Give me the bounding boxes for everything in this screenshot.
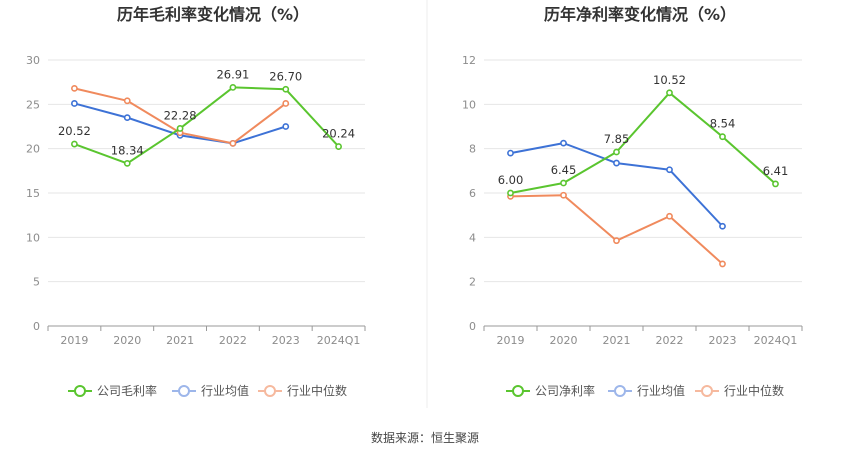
- data-point[interactable]: [666, 166, 673, 174]
- y-tick-label: 5: [33, 276, 40, 289]
- data-point[interactable]: [282, 123, 290, 130]
- data-point[interactable]: [507, 189, 514, 197]
- series-line: [74, 86, 340, 165]
- legend-label[interactable]: 行业均值: [201, 383, 249, 398]
- legend-label[interactable]: 公司毛利率: [97, 383, 157, 398]
- data-point[interactable]: [772, 180, 779, 188]
- data-point[interactable]: [176, 125, 184, 132]
- series-line: [510, 91, 777, 194]
- x-tick-label: 2023: [272, 334, 300, 347]
- legend-swatch-marker[interactable]: [614, 385, 626, 397]
- x-tick-label: 2020: [113, 334, 141, 347]
- data-point[interactable]: [719, 222, 726, 230]
- data-point[interactable]: [123, 159, 131, 167]
- legend-swatch-marker[interactable]: [512, 385, 524, 397]
- legend-label[interactable]: 行业中位数: [724, 383, 784, 398]
- legend-swatch-marker[interactable]: [178, 385, 190, 397]
- data-point[interactable]: [282, 85, 290, 93]
- data-point[interactable]: [560, 179, 567, 187]
- x-tick-label: 2019: [497, 334, 525, 347]
- chart-title: 历年净利率变化情况（%）: [544, 5, 736, 24]
- data-point[interactable]: [560, 191, 567, 199]
- data-label: 6.00: [498, 173, 524, 187]
- data-point[interactable]: [719, 133, 726, 141]
- data-label: 6.45: [551, 163, 577, 177]
- chart-title: 历年毛利率变化情况（%）: [117, 5, 309, 24]
- series-line: [510, 194, 724, 265]
- legend-label[interactable]: 行业均值: [637, 383, 685, 398]
- y-tick-label: 12: [462, 54, 476, 67]
- y-tick-label: 25: [26, 98, 40, 111]
- net-margin-chart: 历年净利率变化情况（%） 0 2 4 6 8 10 12 2019 2020 2021 2022 202…: [462, 5, 803, 398]
- legend-swatch-marker[interactable]: [74, 385, 86, 397]
- data-point[interactable]: [71, 84, 78, 92]
- data-point[interactable]: [719, 260, 726, 268]
- data-label: 20.52: [58, 124, 91, 138]
- data-point[interactable]: [560, 139, 567, 147]
- data-point[interactable]: [335, 143, 342, 150]
- data-point[interactable]: [123, 97, 131, 105]
- x-tick-label: 2024Q1: [754, 334, 798, 347]
- data-point[interactable]: [229, 139, 237, 147]
- x-tick-label: 2023: [709, 334, 737, 347]
- legend-label[interactable]: 行业中位数: [287, 383, 347, 398]
- y-tick-label: 0: [33, 320, 40, 333]
- data-label: 7.85: [604, 132, 630, 146]
- y-tick-label: 2: [469, 276, 476, 289]
- y-tick-label: 10: [26, 231, 40, 244]
- data-point[interactable]: [123, 114, 131, 122]
- gross-margin-chart: 历年毛利率变化情况（%） 0 5 10 15 20 25 30 2019 2020 2021 2022…: [26, 5, 366, 398]
- data-point[interactable]: [282, 100, 290, 107]
- y-tick-label: 0: [469, 320, 476, 333]
- data-label: 18.34: [111, 143, 144, 157]
- data-point[interactable]: [507, 149, 514, 157]
- x-tick-label: 2019: [60, 334, 88, 347]
- x-tick-label: 2024Q1: [317, 334, 361, 347]
- legend-label[interactable]: 公司净利率: [535, 383, 595, 398]
- x-tick-label: 2021: [166, 334, 194, 347]
- series-line: [510, 142, 724, 227]
- data-point[interactable]: [666, 212, 673, 220]
- y-tick-label: 4: [469, 231, 476, 244]
- x-tick-label: 2020: [550, 334, 578, 347]
- data-label: 26.70: [269, 69, 302, 83]
- x-tick-label: 2021: [603, 334, 631, 347]
- data-label: 10.52: [653, 73, 686, 87]
- y-tick-label: 6: [469, 187, 476, 200]
- y-tick-label: 10: [462, 98, 476, 111]
- y-tick-label: 8: [469, 143, 476, 156]
- data-source-footer: 数据来源：恒生聚源: [371, 430, 479, 445]
- data-point[interactable]: [613, 148, 620, 156]
- y-tick-label: 30: [26, 54, 40, 67]
- data-label: 8.54: [710, 117, 736, 131]
- data-label: 26.91: [216, 67, 249, 81]
- x-tick-label: 2022: [656, 334, 684, 347]
- data-point[interactable]: [71, 100, 78, 107]
- data-label: 6.41: [763, 164, 789, 178]
- data-point[interactable]: [229, 83, 237, 91]
- y-tick-label: 20: [26, 143, 40, 156]
- data-point[interactable]: [666, 89, 673, 97]
- data-label: 22.28: [164, 108, 197, 122]
- y-tick-label: 15: [26, 187, 40, 200]
- data-point[interactable]: [71, 140, 78, 148]
- legend-swatch-marker[interactable]: [701, 385, 713, 397]
- data-point[interactable]: [613, 237, 620, 245]
- legend-swatch-marker[interactable]: [264, 385, 276, 397]
- x-tick-label: 2022: [219, 334, 247, 347]
- data-label: 20.24: [322, 127, 355, 141]
- data-point[interactable]: [613, 159, 620, 167]
